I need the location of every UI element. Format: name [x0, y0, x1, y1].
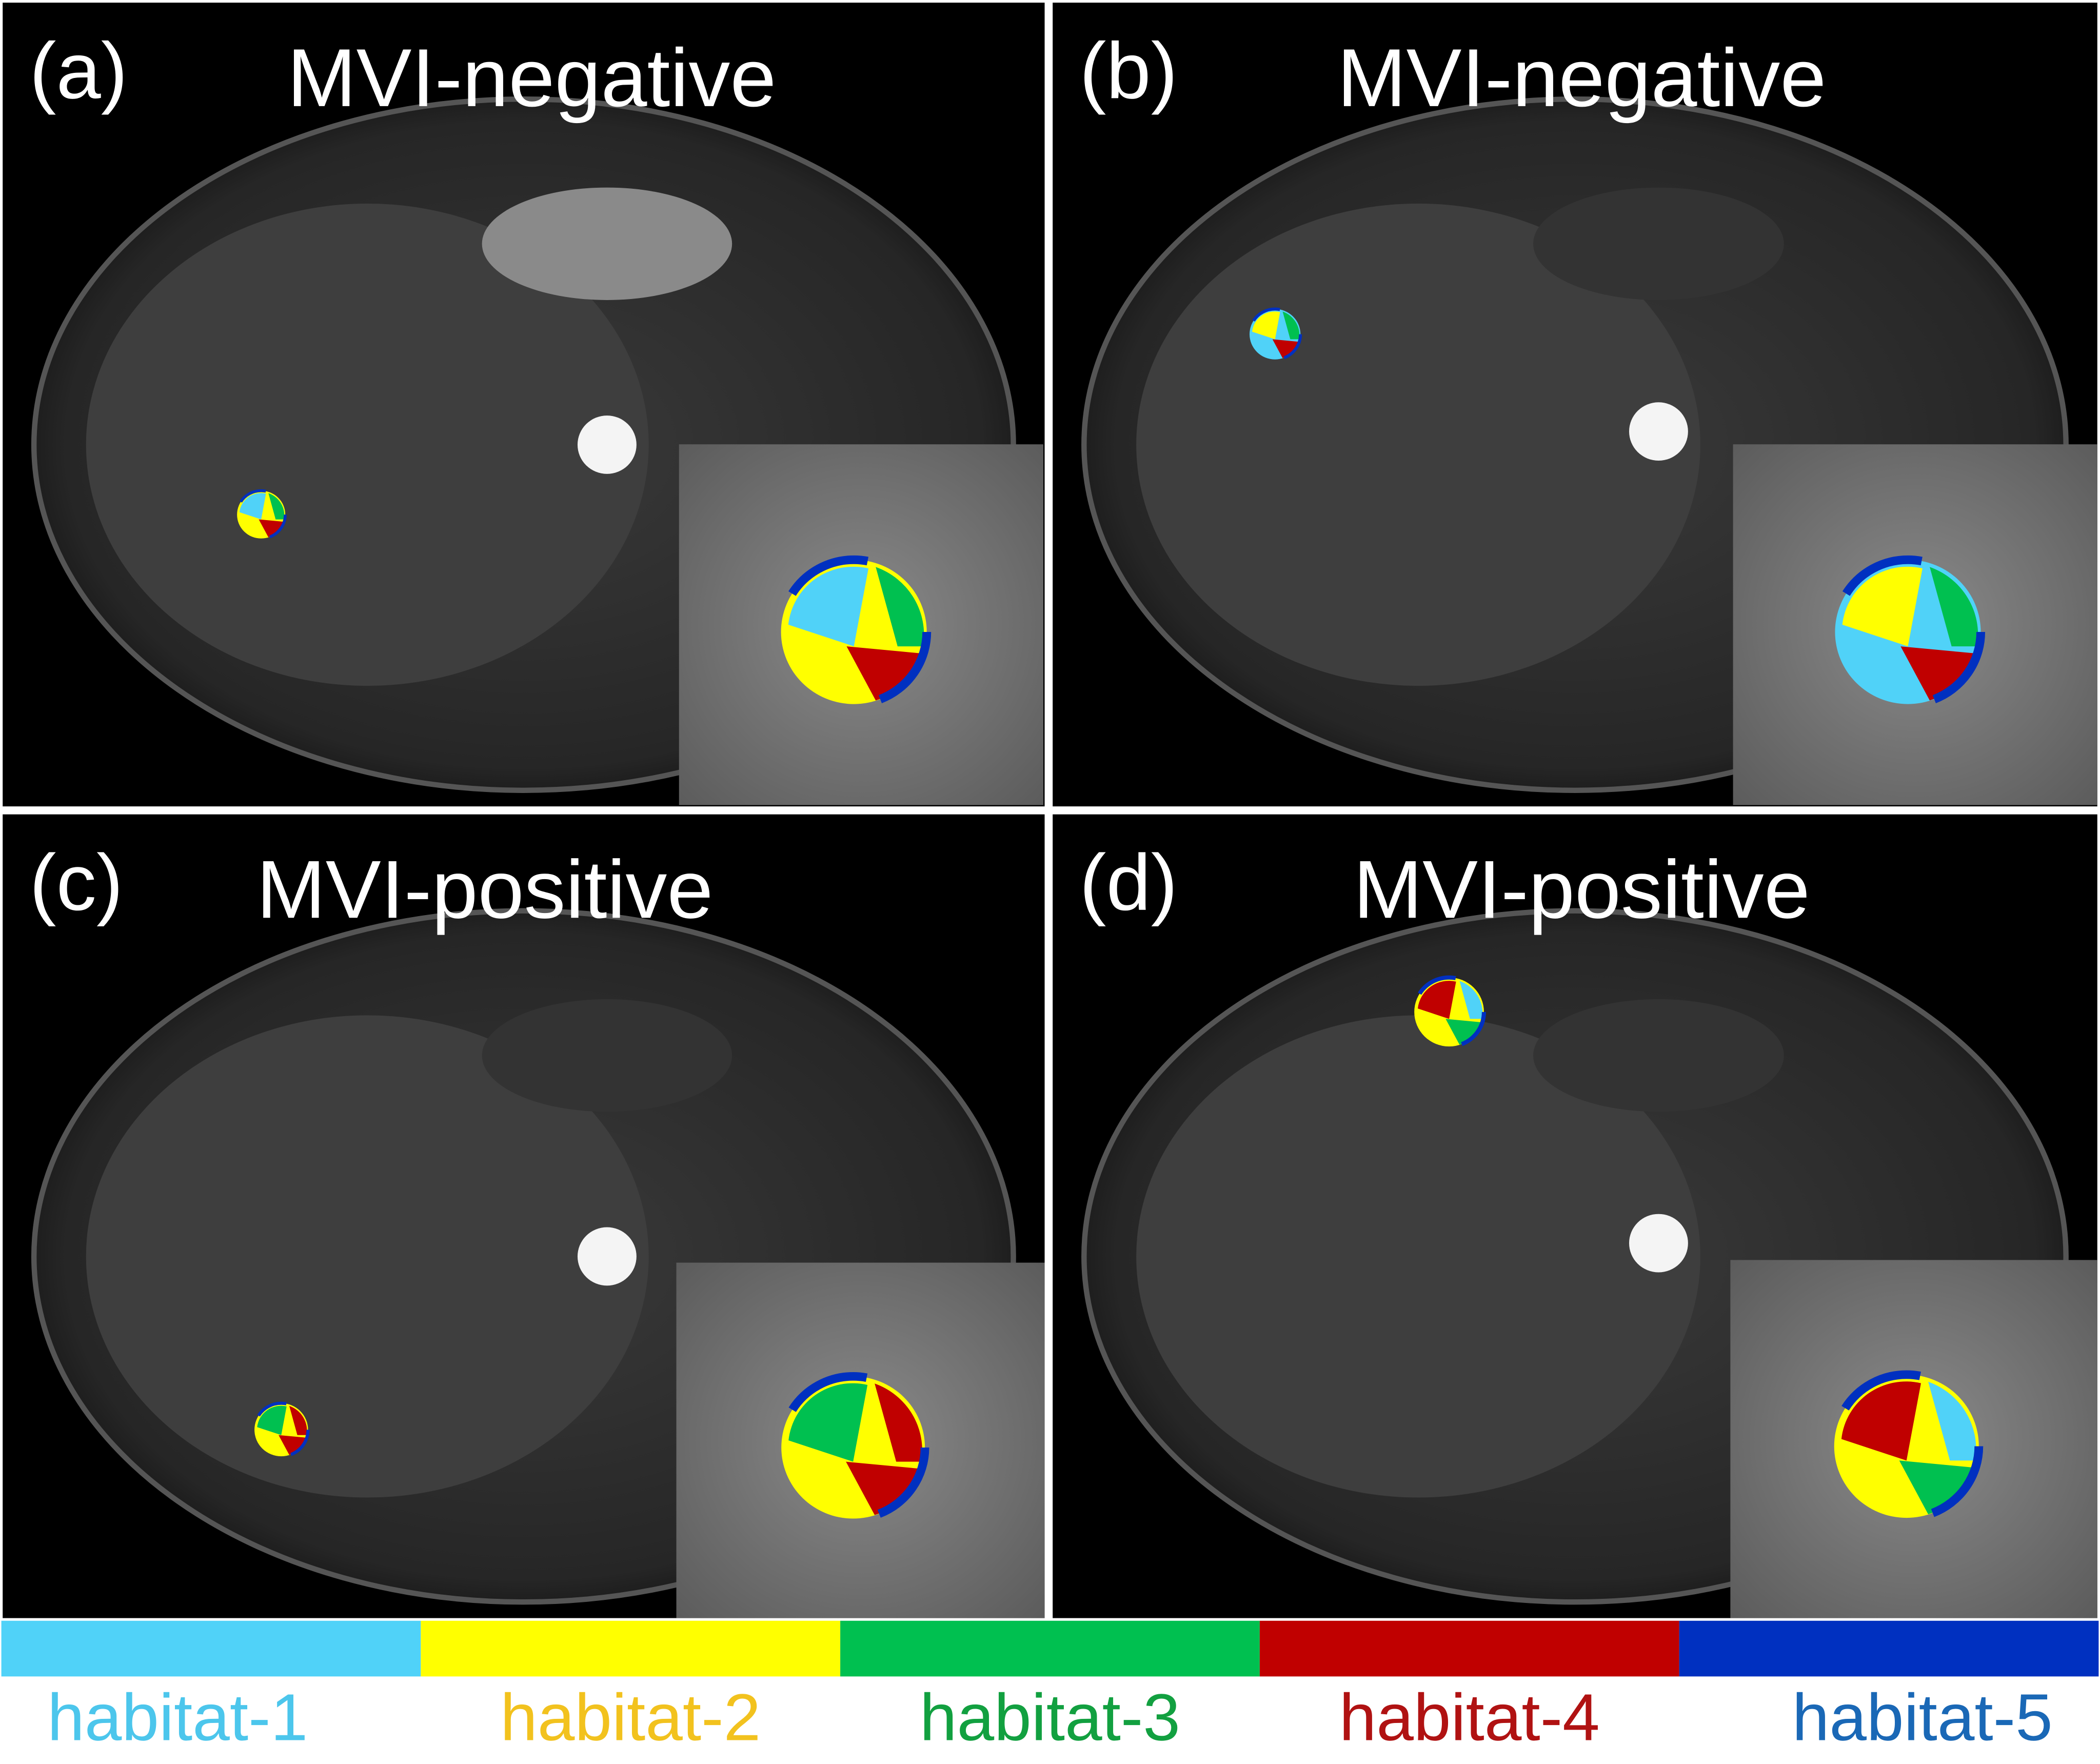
panel-label: (b)	[1079, 27, 1177, 115]
panel: (c) MVI-positive	[3, 814, 1045, 1618]
legend-label: habitat-2	[500, 1680, 761, 1754]
tumor	[1445, 1019, 1482, 1045]
tumor	[252, 1401, 310, 1458]
legend-swatch	[1259, 1620, 1679, 1677]
legend-label: habitat-3	[920, 1680, 1180, 1754]
tumor-zoom	[1830, 1370, 1984, 1522]
legend-label: habitat-1	[47, 1680, 308, 1754]
tumor	[239, 493, 266, 520]
tumor	[1412, 975, 1487, 1049]
panel: (b) MVI-negative	[1053, 3, 2097, 807]
tumor-zoom	[1842, 566, 1923, 647]
panel-title: MVI-positive	[1353, 844, 1810, 936]
tumor	[279, 1435, 307, 1455]
aorta	[577, 1227, 637, 1286]
tumor-zoom	[846, 1461, 922, 1515]
panel-label: (d)	[1079, 838, 1177, 927]
tumor-zoom	[788, 566, 869, 647]
tumor	[1282, 311, 1300, 340]
organ	[482, 187, 732, 300]
aorta	[1629, 1214, 1688, 1273]
aorta	[1629, 402, 1688, 461]
tumor-zoom	[777, 1372, 929, 1523]
panel-label: (a)	[29, 27, 127, 115]
tumor	[1459, 981, 1483, 1019]
tumor-zoom	[876, 567, 924, 647]
organ	[482, 999, 732, 1112]
tumor	[259, 519, 284, 538]
organ	[1533, 187, 1784, 300]
tumor-zoom	[1841, 1381, 1921, 1461]
legend-label: habitat-4	[1339, 1680, 1600, 1754]
tumor-zoom	[1930, 567, 1978, 647]
legend-swatch	[1, 1620, 421, 1677]
tumor-zoom	[875, 1383, 922, 1462]
tumor	[257, 1405, 287, 1435]
tumor	[289, 1405, 307, 1435]
legend-swatch	[1679, 1620, 2099, 1677]
tumor	[1272, 339, 1299, 359]
tumor	[268, 493, 285, 520]
tumor-zoom	[788, 1383, 868, 1462]
liver	[1136, 1015, 1700, 1498]
tumor-zoom	[1830, 555, 1986, 709]
panel-label: (c)	[29, 838, 123, 927]
aorta	[577, 415, 637, 474]
tumor	[235, 489, 287, 540]
legend-swatch	[421, 1620, 841, 1677]
tumor-zoom	[846, 646, 923, 701]
panel: (a) MVI-negative	[3, 3, 1045, 807]
liver	[86, 1015, 649, 1498]
panel: (d) MVI-positive	[1053, 814, 2097, 1618]
tumor-zoom	[1899, 1460, 1975, 1515]
tumor	[1417, 981, 1456, 1019]
legend-swatch	[840, 1620, 1260, 1677]
panel-title: MVI-negative	[287, 32, 777, 124]
liver	[86, 203, 649, 686]
legend-label: habitat-5	[1792, 1680, 2053, 1754]
tumor-zoom	[1928, 1381, 1976, 1461]
panel-title: MVI-negative	[1337, 32, 1827, 124]
tumor	[1252, 311, 1280, 340]
panel-title: MVI-positive	[256, 844, 713, 936]
organ	[1533, 999, 1784, 1112]
tumor-zoom	[1900, 646, 1977, 701]
tumor-zoom	[777, 555, 932, 709]
